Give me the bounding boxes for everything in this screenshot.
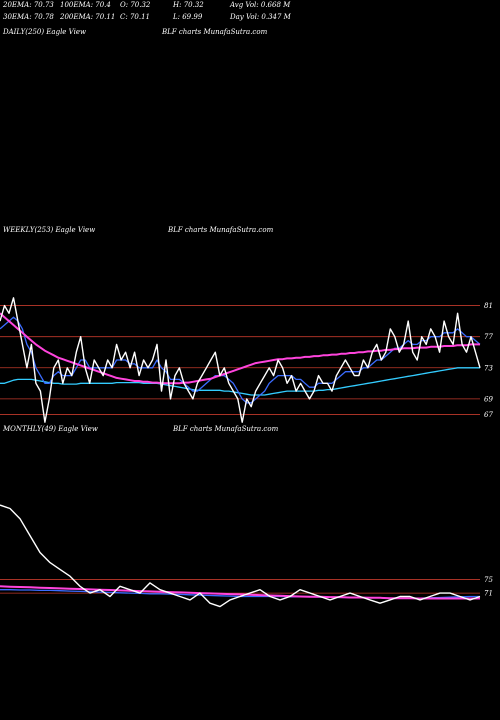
monthly-y-tick-label: 75 [484, 576, 493, 584]
daily-panel-source: BLF charts MunafaSutra.com [162, 28, 268, 36]
stat-ema200: 200EMA: 70.11 [60, 13, 116, 21]
weekly-price-line [0, 297, 481, 423]
monthly-ema-pink-line [0, 585, 480, 600]
stat-dayvol: Day Vol: 0.347 M [230, 13, 291, 21]
stat-ema30: 30EMA: 70.78 [3, 13, 54, 21]
weekly-y-tick-label: 73 [484, 364, 493, 372]
stat-open: O: 70.32 [120, 1, 151, 9]
weekly-ema-cyan-line [0, 367, 480, 396]
weekly-chart: 81 77 73 69 67 [0, 297, 493, 423]
stat-ema20: 20EMA: 70.73 [3, 1, 54, 9]
daily-panel-label: DAILY(250) Eagle View [3, 28, 86, 36]
stat-avgvol: Avg Vol: 0.668 M [230, 1, 291, 9]
weekly-panel-label: WEEKLY(253) Eagle View [3, 226, 96, 234]
stat-high: H: 70.32 [173, 1, 204, 9]
monthly-y-tick-label: 71 [484, 590, 493, 598]
weekly-y-tick-label: 69 [484, 395, 493, 403]
stat-low: L: 69.99 [173, 13, 203, 21]
weekly-y-tick-label: 67 [484, 411, 493, 419]
monthly-price-line [0, 504, 481, 608]
weekly-y-tick-label: 81 [484, 302, 493, 310]
weekly-ema-pink-line [0, 312, 480, 385]
stat-close: C: 70.11 [120, 13, 150, 21]
monthly-chart: 75 71 [0, 504, 493, 608]
weekly-ema-blue-line [0, 316, 481, 404]
weekly-y-tick-label: 77 [484, 333, 493, 341]
stat-ema100: 100EMA: 70.4 [60, 1, 111, 9]
weekly-panel-source: BLF charts MunafaSutra.com [168, 226, 274, 234]
monthly-panel-source: BLF charts MunafaSutra.com [173, 425, 279, 433]
monthly-panel-label: MONTHLY(49) Eagle View [3, 425, 98, 433]
